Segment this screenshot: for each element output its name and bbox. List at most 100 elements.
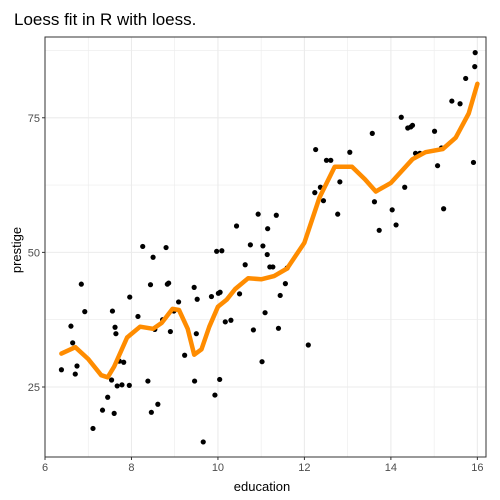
data-point bbox=[147, 282, 154, 288]
data-point bbox=[113, 331, 119, 337]
data-point bbox=[145, 378, 151, 384]
data-point bbox=[111, 410, 117, 416]
data-point bbox=[431, 128, 438, 134]
data-point bbox=[193, 331, 199, 337]
data-point bbox=[347, 149, 353, 155]
data-point bbox=[200, 439, 206, 445]
data-point bbox=[260, 243, 266, 249]
data-point bbox=[273, 212, 279, 218]
data-point bbox=[470, 159, 477, 166]
data-point bbox=[194, 296, 200, 302]
data-point bbox=[217, 376, 223, 383]
data-point bbox=[112, 324, 118, 330]
data-point bbox=[402, 184, 408, 190]
data-point bbox=[214, 248, 220, 254]
data-point bbox=[472, 64, 478, 70]
x-tick-label: 16 bbox=[471, 462, 483, 474]
data-point bbox=[250, 327, 256, 333]
data-point bbox=[212, 392, 218, 398]
x-axis-title: education bbox=[234, 479, 290, 494]
data-point bbox=[457, 101, 463, 107]
data-point bbox=[135, 313, 141, 320]
plot-panel-border bbox=[44, 36, 487, 458]
data-point bbox=[312, 190, 318, 196]
data-point bbox=[175, 299, 182, 305]
data-point bbox=[320, 198, 327, 204]
data-point bbox=[233, 223, 240, 229]
data-point bbox=[155, 401, 161, 407]
data-point bbox=[126, 382, 132, 388]
data-point bbox=[236, 291, 243, 297]
data-point bbox=[148, 409, 154, 415]
x-tick-label: 12 bbox=[298, 462, 310, 474]
data-point bbox=[275, 325, 282, 331]
data-point bbox=[167, 328, 173, 335]
data-point bbox=[228, 317, 234, 323]
data-point bbox=[305, 342, 311, 348]
data-point bbox=[108, 377, 115, 383]
data-point bbox=[208, 293, 215, 300]
y-tick-label: 75 bbox=[28, 113, 40, 125]
data-point bbox=[472, 50, 478, 56]
data-point bbox=[369, 130, 375, 136]
data-point bbox=[335, 211, 341, 217]
data-point bbox=[371, 199, 378, 205]
data-point bbox=[150, 254, 156, 260]
major-gridlines bbox=[44, 37, 486, 457]
data-point bbox=[99, 407, 106, 413]
data-point bbox=[255, 211, 261, 217]
data-point bbox=[109, 308, 116, 314]
data-point bbox=[222, 319, 228, 325]
y-tick-label: 50 bbox=[28, 247, 40, 259]
data-point bbox=[328, 157, 334, 163]
data-point bbox=[393, 222, 399, 228]
data-point bbox=[409, 122, 416, 128]
data-point bbox=[398, 114, 404, 120]
data-point bbox=[191, 284, 197, 290]
data-point bbox=[191, 378, 198, 384]
data-point bbox=[74, 363, 80, 369]
data-point bbox=[119, 382, 125, 388]
data-point bbox=[219, 248, 225, 254]
data-point bbox=[114, 383, 120, 389]
data-point bbox=[121, 359, 127, 365]
data-point bbox=[270, 264, 276, 270]
x-tick-label: 10 bbox=[212, 462, 224, 474]
data-point bbox=[166, 280, 172, 286]
data-point bbox=[78, 281, 84, 287]
plot-panel bbox=[45, 37, 486, 457]
data-point bbox=[242, 262, 248, 268]
loess-fit-line bbox=[59, 81, 480, 380]
data-point bbox=[58, 367, 65, 373]
x-tick-label: 6 bbox=[42, 462, 48, 474]
data-point bbox=[182, 352, 188, 358]
x-tick-label: 8 bbox=[128, 462, 134, 474]
y-axis: 25 50 75 bbox=[28, 113, 45, 394]
data-point bbox=[463, 75, 469, 82]
data-point bbox=[441, 206, 447, 212]
data-point bbox=[72, 371, 78, 377]
data-point bbox=[217, 289, 223, 295]
data-point bbox=[140, 243, 146, 250]
x-axis: 6 8 10 12 14 16 bbox=[42, 457, 483, 474]
data-point bbox=[376, 227, 382, 233]
data-point bbox=[259, 359, 265, 365]
data-point bbox=[70, 340, 76, 346]
data-point bbox=[68, 323, 74, 329]
data-point bbox=[282, 281, 288, 287]
data-point bbox=[105, 394, 111, 400]
data-point bbox=[262, 310, 268, 316]
y-axis-title: prestige bbox=[9, 227, 24, 273]
x-tick-label: 14 bbox=[385, 462, 397, 474]
data-point bbox=[90, 425, 96, 432]
data-point bbox=[163, 244, 169, 251]
data-point bbox=[277, 292, 283, 299]
data-point bbox=[434, 163, 441, 169]
data-point bbox=[264, 251, 270, 258]
data-point bbox=[265, 226, 271, 232]
data-point bbox=[337, 179, 343, 185]
chart-title: Loess fit in R with loess. bbox=[14, 10, 196, 29]
data-point bbox=[127, 294, 133, 300]
data-point bbox=[247, 242, 253, 248]
